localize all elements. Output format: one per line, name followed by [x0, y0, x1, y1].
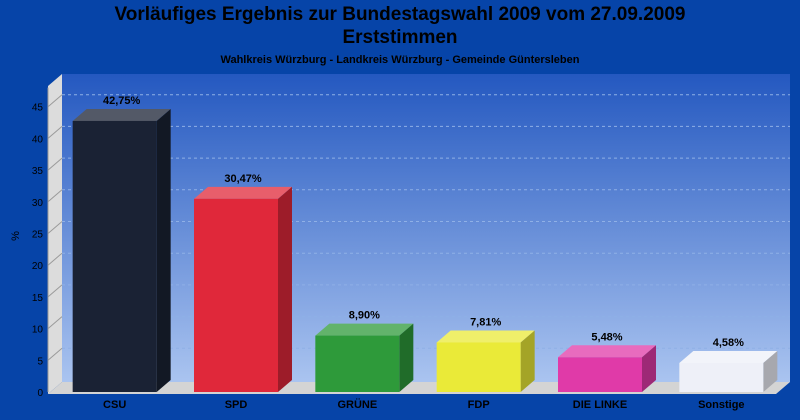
y-tick-label: 20 — [32, 261, 44, 272]
bar-top — [72, 108, 171, 121]
gridline-side — [47, 316, 63, 329]
x-tick-label: Sonstige — [698, 399, 744, 411]
data-label: 5,48% — [591, 331, 622, 343]
gridline-side — [47, 252, 63, 266]
bar-top — [194, 186, 292, 199]
bar-side — [642, 345, 656, 392]
bar — [558, 357, 642, 392]
gridline-side — [47, 189, 63, 203]
bar-top — [315, 323, 414, 336]
y-tick-label: 45 — [32, 103, 44, 114]
gridline-side — [47, 94, 63, 108]
y-tick-label: 0 — [37, 388, 43, 399]
bar-side — [763, 350, 778, 392]
bar-top — [679, 350, 778, 363]
plot-side-wall — [48, 74, 62, 394]
bar — [194, 198, 278, 392]
chart-title-secondary: Erststimmen — [342, 27, 458, 48]
y-tick-label: 5 — [37, 356, 43, 367]
x-tick-label: CSU — [103, 399, 126, 411]
y-tick-label: 25 — [32, 230, 44, 241]
x-tick-label: SPD — [225, 399, 248, 411]
bar-top — [558, 345, 656, 358]
bar-side — [278, 186, 292, 392]
bar-side — [520, 330, 535, 392]
bar — [72, 120, 157, 392]
y-tick-label: 35 — [32, 166, 44, 177]
x-tick-label: GRÜNE — [337, 398, 377, 411]
bar — [315, 335, 400, 392]
y-axis-label: % — [10, 231, 22, 241]
bar-side — [156, 108, 171, 392]
chart-title: Vorläufiges Ergebnis zur Bundestagswahl … — [114, 4, 686, 25]
y-tick-label: 15 — [32, 293, 44, 304]
gridline-side — [47, 221, 63, 234]
data-label: 30,47% — [224, 173, 262, 185]
gridline-side — [47, 347, 63, 361]
gridline-side — [47, 284, 63, 298]
bar-side — [399, 323, 414, 392]
x-tick-label: FDP — [468, 399, 490, 411]
data-label: 8,90% — [349, 310, 380, 322]
data-label: 4,58% — [713, 337, 744, 349]
data-label: 42,75% — [103, 95, 141, 107]
y-tick-label: 30 — [32, 198, 44, 209]
y-tick-label: 10 — [32, 325, 44, 336]
plot-back-wall — [62, 74, 790, 382]
bar — [679, 362, 764, 392]
gridline-side — [47, 157, 63, 171]
gridline-side — [47, 126, 63, 139]
y-tick-label: 40 — [32, 134, 44, 145]
bar-top — [436, 330, 535, 343]
data-label: 7,81% — [470, 316, 501, 328]
chart-subtitle: Wahlkreis Würzburg - Landkreis Würzburg … — [220, 54, 580, 66]
x-tick-label: DIE LINKE — [573, 399, 627, 411]
bar — [436, 342, 521, 392]
